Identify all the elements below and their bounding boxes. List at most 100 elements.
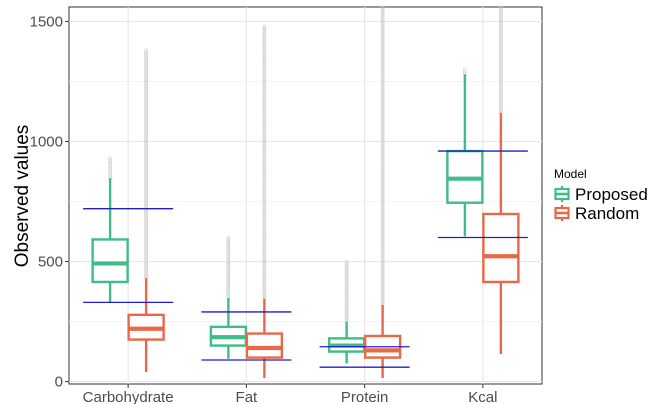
outlier-point <box>499 87 503 92</box>
outlier-point <box>380 100 385 105</box>
outlier-point <box>380 118 385 123</box>
outlier-point <box>499 25 503 30</box>
outlier-point <box>499 56 503 60</box>
outlier-point <box>262 150 267 155</box>
outlier-point <box>144 100 148 104</box>
outlier-point <box>344 280 349 285</box>
x-tick-label: Fat <box>236 389 259 404</box>
outlier-point <box>226 282 231 287</box>
outlier-point <box>144 84 148 89</box>
outlier-point <box>226 271 231 276</box>
outlier-point <box>226 293 231 298</box>
outlier-point <box>499 46 503 51</box>
outlier-point <box>226 235 231 240</box>
outlier-point <box>144 182 148 186</box>
outlier-point <box>380 131 385 136</box>
outlier-point <box>380 91 385 96</box>
y-tick-label: 0 <box>55 374 63 391</box>
outlier-point <box>262 172 267 177</box>
outlier-point <box>380 207 385 212</box>
outlier-point <box>344 317 349 321</box>
outlier-point <box>262 97 267 102</box>
outlier-point <box>499 76 503 81</box>
outlier-point <box>262 59 267 64</box>
outlier-point <box>262 216 267 220</box>
outlier-point <box>262 281 267 285</box>
outlier-point <box>344 297 349 302</box>
outlier-point <box>262 161 267 166</box>
outlier-point <box>380 15 385 20</box>
outlier-point <box>380 7 385 12</box>
outlier-point <box>226 283 231 288</box>
outlier-point <box>262 253 267 258</box>
outlier-point <box>144 74 148 79</box>
outlier-point <box>344 284 349 288</box>
outlier-point <box>144 79 148 84</box>
outlier-point <box>262 231 267 236</box>
outlier-point <box>226 252 231 257</box>
outlier-point <box>226 281 231 286</box>
outlier-point <box>380 123 385 127</box>
outlier-point <box>499 54 503 59</box>
outlier-point <box>144 254 148 259</box>
outlier-point <box>262 131 267 136</box>
outlier-point <box>144 129 148 133</box>
outlier-point <box>144 124 148 128</box>
outlier-point <box>262 182 267 187</box>
outlier-point <box>262 36 267 41</box>
outlier-point <box>380 29 385 33</box>
outlier-point <box>499 17 503 21</box>
outlier-point <box>499 30 503 35</box>
outlier-point <box>262 170 267 174</box>
outlier-point <box>144 145 148 150</box>
outlier-point <box>262 123 267 127</box>
outlier-point <box>262 60 267 65</box>
outlier-point <box>226 272 231 277</box>
outlier-point <box>262 71 267 76</box>
outlier-point <box>144 165 148 169</box>
outlier-point <box>262 30 267 35</box>
outlier-point <box>344 303 349 308</box>
outlier-point <box>380 128 385 132</box>
outlier-point <box>499 81 503 86</box>
outlier-point <box>380 206 385 211</box>
y-tick-label: 500 <box>38 254 63 271</box>
outlier-point <box>499 23 503 28</box>
outlier-point <box>380 9 385 14</box>
outlier-point <box>344 295 349 299</box>
outlier-point <box>380 140 385 144</box>
outlier-point <box>144 148 148 153</box>
outlier-point <box>144 73 148 78</box>
outlier-point <box>499 52 503 57</box>
outlier-point <box>380 14 385 19</box>
outlier-point <box>226 280 231 284</box>
outlier-point <box>380 96 385 101</box>
outlier-point <box>380 18 385 23</box>
outlier-point <box>499 29 503 34</box>
outlier-point <box>380 23 385 27</box>
outlier-point <box>262 220 267 225</box>
outlier-point <box>144 237 148 242</box>
outlier-point <box>380 152 385 156</box>
outlier-point <box>108 172 112 176</box>
outlier-point <box>380 47 385 52</box>
outlier-point <box>144 135 148 139</box>
outlier-point <box>262 157 267 161</box>
outlier-point <box>344 259 349 264</box>
outlier-point <box>262 265 267 270</box>
outlier-point <box>499 11 503 15</box>
outlier-point <box>262 183 267 188</box>
outlier-point <box>499 59 503 64</box>
outlier-point <box>144 67 148 72</box>
outlier-point <box>262 158 267 162</box>
outlier-point <box>380 249 385 254</box>
outlier-point <box>380 276 385 281</box>
outlier-point <box>144 127 148 132</box>
outlier-point <box>499 75 503 80</box>
outlier-point <box>380 12 385 17</box>
outlier-point <box>144 189 148 193</box>
outlier-point <box>144 151 148 156</box>
outlier-point <box>144 188 148 192</box>
outlier-point <box>262 223 267 228</box>
outlier-point <box>380 83 385 88</box>
